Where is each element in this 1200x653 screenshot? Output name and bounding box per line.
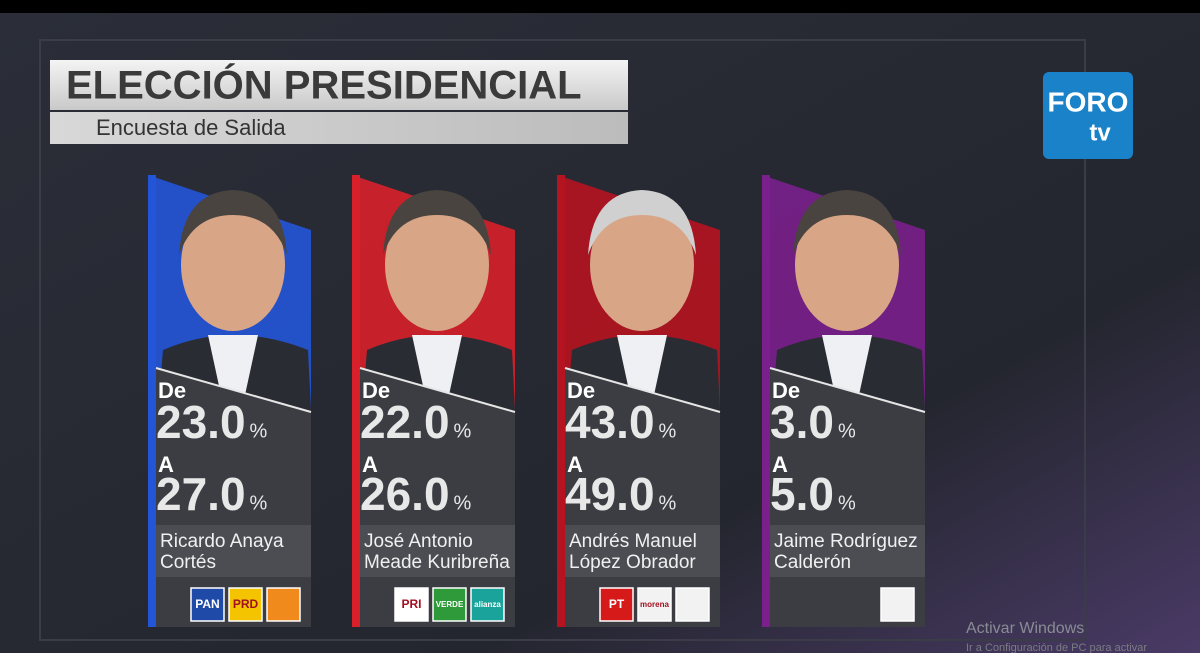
party-logo	[675, 587, 710, 622]
party-label: PRD	[233, 597, 259, 611]
party-logo	[599, 587, 634, 622]
shirt	[822, 335, 872, 395]
candidate-name: Cortés	[160, 552, 216, 573]
subtitle: Encuesta de Salida	[96, 115, 286, 140]
party-logo	[470, 587, 505, 622]
subtitle-box	[50, 112, 628, 144]
from-value: 23.0	[156, 396, 246, 448]
unit: %	[838, 420, 856, 442]
name-box	[565, 525, 720, 577]
logo-box	[1043, 72, 1133, 159]
to-value: 27.0	[156, 468, 246, 520]
party-logo	[394, 587, 429, 622]
unit: %	[454, 420, 472, 442]
title-box	[50, 60, 628, 110]
candidate-name: Andrés Manuel	[569, 531, 697, 552]
from-label: De	[567, 378, 595, 403]
from-value: 3.0	[770, 396, 834, 448]
hair	[793, 190, 901, 255]
from-value: 43.0	[565, 396, 655, 448]
hair	[588, 190, 696, 255]
party-logo	[190, 587, 225, 622]
party-logo	[637, 587, 672, 622]
candidate-name: Meade Kuribreña	[364, 552, 510, 573]
party-logo	[228, 587, 263, 622]
party-logo	[432, 587, 467, 622]
shirt	[208, 335, 258, 395]
unit: %	[250, 420, 268, 442]
unit: %	[250, 492, 268, 514]
face	[181, 199, 285, 331]
party-label: PRI	[401, 597, 421, 611]
shirt	[412, 335, 462, 395]
name-box	[360, 525, 515, 577]
face	[795, 199, 899, 331]
title: ELECCIÓN PRESIDENCIAL	[66, 62, 582, 108]
frame	[39, 39, 1086, 641]
party-label: PAN	[195, 597, 219, 611]
party-label: VERDE	[436, 600, 464, 609]
to-label: A	[362, 452, 378, 477]
party-logo	[880, 587, 915, 622]
from-label: De	[772, 378, 800, 403]
hair	[179, 190, 287, 255]
party-logo	[266, 587, 301, 622]
panel-edge	[155, 367, 312, 413]
party-label: morena	[640, 600, 669, 609]
unit: %	[659, 420, 677, 442]
color-stripe	[762, 175, 770, 627]
top-bar	[0, 0, 1200, 13]
party-label: alianza	[474, 600, 501, 609]
face	[590, 199, 694, 331]
shirt	[617, 335, 667, 395]
to-label: A	[567, 452, 583, 477]
candidate-name: Ricardo Anaya	[160, 531, 284, 552]
to-label: A	[158, 452, 174, 477]
party-label: PT	[609, 597, 625, 611]
panel-edge	[769, 367, 926, 413]
to-label: A	[772, 452, 788, 477]
to-value: 49.0	[565, 468, 655, 520]
watermark: Ir a Configuración de PC para activar	[966, 642, 1147, 653]
hair	[383, 190, 491, 255]
candidate-name: José Antonio	[364, 531, 473, 552]
face	[385, 199, 489, 331]
candidate-name: López Obrador	[569, 552, 696, 573]
candidate-name: Calderón	[774, 552, 851, 573]
color-stripe	[557, 175, 565, 627]
panel-edge	[564, 367, 721, 413]
from-label: De	[158, 378, 186, 403]
name-box	[770, 525, 925, 577]
color-stripe	[352, 175, 360, 627]
logo-text: tv	[1089, 119, 1111, 146]
candidate-name: Jaime Rodríguez	[774, 531, 918, 552]
name-box	[156, 525, 311, 577]
from-label: De	[362, 378, 390, 403]
to-value: 26.0	[360, 468, 450, 520]
panel-edge	[359, 367, 516, 413]
color-stripe	[148, 175, 156, 627]
unit: %	[838, 492, 856, 514]
watermark: Activar Windows	[966, 620, 1084, 637]
unit: %	[659, 492, 677, 514]
logo-text: FORO	[1048, 86, 1129, 117]
unit: %	[454, 492, 472, 514]
from-value: 22.0	[360, 396, 450, 448]
to-value: 5.0	[770, 468, 834, 520]
